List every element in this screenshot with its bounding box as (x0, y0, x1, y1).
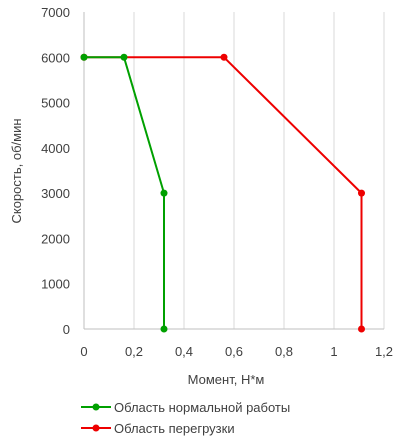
data-point (220, 53, 228, 61)
axes: 0 0,2 0,4 0,6 0,8 1 1,2 0 1000 2000 3000 4000 5000 60… (41, 5, 393, 359)
series-line (84, 56, 363, 329)
x-tick-label: 1 (330, 344, 337, 359)
x-axis-title: Момент, Н*м (188, 372, 265, 387)
y-tick-label: 6000 (41, 50, 70, 65)
x-tick-label: 0 (80, 344, 87, 359)
series (80, 53, 365, 333)
x-tick-label: 1,2 (375, 344, 393, 359)
data-point (80, 53, 88, 61)
y-tick-label: 4000 (41, 141, 70, 156)
x-tick-label: 0,4 (175, 344, 193, 359)
legend-item-normal: Область нормальной работы (81, 400, 290, 415)
y-tick-label: 1000 (41, 277, 70, 292)
data-point (358, 189, 365, 197)
data-point (160, 325, 168, 333)
x-tick-label: 0,6 (225, 344, 243, 359)
y-tick-label: 3000 (41, 186, 70, 201)
y-tick-label: 7000 (41, 5, 70, 20)
legend-label: Область перегрузки (114, 421, 235, 436)
grid (133, 12, 385, 329)
x-tick-label: 0,2 (125, 344, 143, 359)
y-tick-label: 5000 (41, 96, 70, 111)
series-1 (80, 53, 365, 333)
legend: Область нормальной работы Область перегр… (81, 400, 290, 436)
legend-item-overload: Область перегрузки (81, 421, 235, 436)
series-line (84, 56, 165, 329)
data-point (120, 53, 128, 61)
x-tick-label: 0,8 (275, 344, 293, 359)
y-tick-label: 2000 (41, 231, 70, 246)
data-point (358, 325, 365, 333)
y-axis-title: Скорость, об/мин (9, 118, 24, 223)
data-point (160, 189, 168, 197)
legend-swatch-marker (92, 403, 100, 411)
legend-swatch-marker (92, 424, 100, 432)
y-tick-label: 0 (63, 322, 70, 337)
legend-label: Область нормальной работы (114, 400, 290, 415)
series-0 (80, 53, 168, 333)
